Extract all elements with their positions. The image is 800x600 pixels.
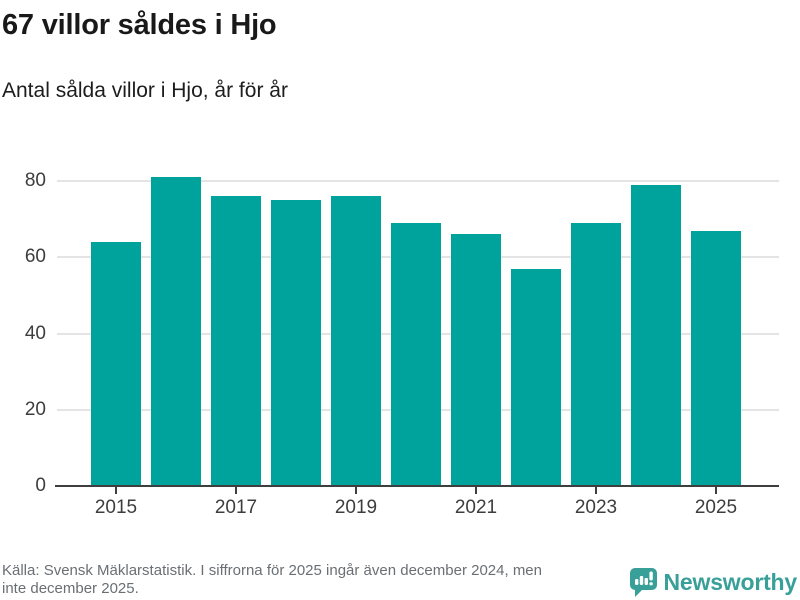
bar-2016: [151, 177, 201, 486]
newsworthy-wordmark: Newsworthy: [663, 569, 798, 595]
x-axis-label-2019: 2019: [334, 497, 378, 518]
x-axis-label-2023: 2023: [574, 497, 618, 518]
chart-title: 67 villor såldes i Hjo: [2, 9, 277, 41]
bar-2020: [391, 222, 441, 486]
y-axis-label-80: 80: [24, 170, 46, 191]
y-axis-label-40: 40: [24, 322, 46, 344]
newsworthy-icon: [629, 568, 657, 597]
source-note-line2: inte december 2025.: [2, 580, 139, 597]
y-axis-label-0: 0: [35, 475, 46, 496]
x-axis-label-2025: 2025: [694, 497, 738, 518]
bar-2023: [571, 222, 621, 486]
bar-2017: [211, 196, 261, 486]
source-note-line1: Källa: Svensk Mäklarstatistik. I siffror…: [2, 562, 542, 579]
bar-2024: [631, 184, 681, 486]
x-tick-2019: [355, 487, 357, 494]
x-tick-2023: [595, 487, 597, 494]
x-tick-2025: [715, 487, 717, 494]
bar-2015: [91, 242, 141, 486]
bar-2019: [331, 196, 381, 486]
gridline-80: [57, 180, 779, 182]
y-axis-label-60: 60: [24, 246, 46, 268]
bar-2022: [511, 268, 561, 486]
x-axis-label-2021: 2021: [454, 497, 498, 518]
bar-2018: [271, 200, 321, 486]
newsworthy-logo: Newsworthy: [629, 568, 798, 597]
x-tick-2017: [235, 487, 237, 494]
bar-2021: [451, 234, 501, 486]
x-axis-label-2015: 2015: [94, 497, 138, 518]
y-axis-label-20: 20: [24, 398, 46, 420]
x-tick-2021: [475, 487, 477, 494]
x-axis-label-2017: 2017: [214, 497, 258, 518]
x-axis-line: [55, 485, 779, 487]
source-note: Källa: Svensk Mäklarstatistik. I siffror…: [2, 562, 542, 598]
chart-subtitle: Antal sålda villor i Hjo, år för år: [2, 79, 288, 102]
x-tick-2015: [115, 487, 117, 494]
bar-2025: [691, 230, 741, 486]
